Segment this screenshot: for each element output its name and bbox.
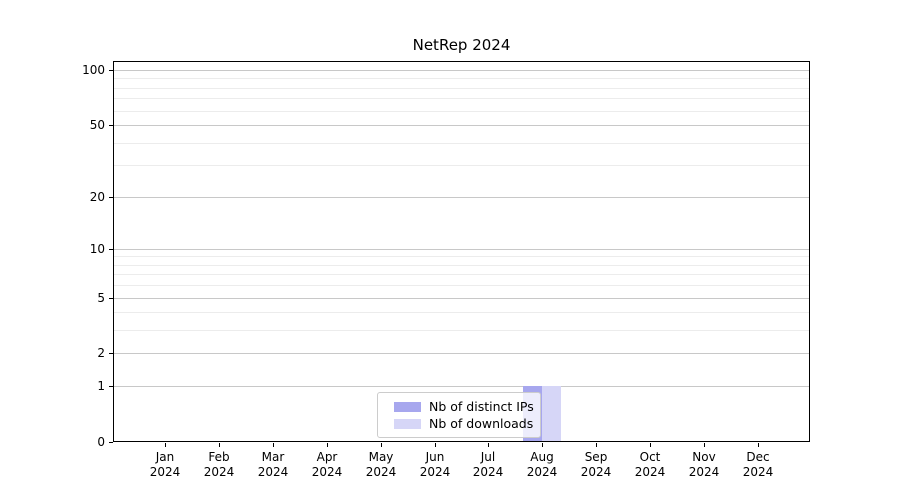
x-tick-month: May: [368, 450, 394, 464]
x-tick-label: Nov 2024: [672, 450, 736, 480]
minor-gridline: [113, 256, 810, 257]
major-gridline: [113, 386, 810, 387]
major-gridline: [113, 249, 810, 250]
x-tick-year: 2024: [580, 465, 612, 479]
y-tick-label: 2: [97, 346, 105, 360]
chart-title: NetRep 2024: [412, 36, 511, 54]
minor-gridline: [113, 78, 810, 79]
y-tick-label: 0: [97, 435, 105, 449]
major-gridline: [113, 70, 810, 71]
x-tick-year: 2024: [149, 465, 181, 479]
y-tick-label: 100: [82, 63, 105, 77]
x-tick-month: Sep: [584, 450, 608, 464]
y-tick-mark: [109, 249, 113, 250]
x-tick-year: 2024: [742, 465, 774, 479]
x-tick-month: Jul: [480, 450, 496, 464]
x-tick-year: 2024: [526, 465, 558, 479]
y-tick-mark: [109, 70, 113, 71]
minor-gridline: [113, 312, 810, 313]
y-tick-mark: [109, 353, 113, 354]
x-tick-mark: [219, 443, 220, 447]
bar-downloads: [542, 386, 561, 442]
y-tick-mark: [109, 298, 113, 299]
x-tick-mark: [165, 443, 166, 447]
x-tick-mark: [596, 443, 597, 447]
bars-layer: [113, 61, 810, 442]
minor-gridline: [113, 165, 810, 166]
x-tick-month: Jan: [155, 450, 175, 464]
minor-gridline: [113, 274, 810, 275]
x-tick-mark: [273, 443, 274, 447]
x-tick-mark: [488, 443, 489, 447]
y-tick-label: 1: [97, 379, 105, 393]
x-tick-mark: [650, 443, 651, 447]
y-tick-label: 50: [89, 118, 105, 132]
legend-swatch: [394, 401, 421, 412]
major-gridline: [113, 197, 810, 198]
legend: Nb of distinct IPs Nb of downloads: [377, 392, 541, 438]
x-tick-label: Jun 2024: [403, 450, 467, 480]
legend-label: Nb of downloads: [429, 415, 534, 431]
x-tick-label: Feb 2024: [187, 450, 251, 480]
x-tick-label: Dec 2024: [726, 450, 790, 480]
x-tick-month: Feb: [208, 450, 230, 464]
x-tick-mark: [542, 443, 543, 447]
x-tick-year: 2024: [634, 465, 666, 479]
x-tick-label: Apr 2024: [295, 450, 359, 480]
minor-gridline: [113, 330, 810, 331]
y-tick-label: 10: [89, 242, 105, 256]
x-tick-month: Mar: [261, 450, 285, 464]
x-tick-label: Jul 2024: [456, 450, 520, 480]
x-tick-year: 2024: [419, 465, 451, 479]
legend-items: Nb of distinct IPs Nb of downloads: [394, 398, 540, 432]
y-tick-mark: [109, 125, 113, 126]
x-tick-month: Jun: [425, 450, 445, 464]
gridlines-layer: [113, 61, 810, 442]
x-tick-label: Oct 2024: [618, 450, 682, 480]
x-tick-year: 2024: [472, 465, 504, 479]
x-tick-year: 2024: [311, 465, 343, 479]
legend-swatch: [394, 418, 421, 429]
x-tick-mark: [704, 443, 705, 447]
x-tick-label: May 2024: [349, 450, 413, 480]
x-tick-mark: [327, 443, 328, 447]
x-tick-month: Nov: [692, 450, 716, 464]
y-tick-mark: [109, 442, 113, 443]
minor-gridline: [113, 143, 810, 144]
major-gridline: [113, 298, 810, 299]
x-tick-month: Apr: [316, 450, 338, 464]
legend-row: Nb of downloads: [394, 415, 540, 432]
minor-gridline: [113, 285, 810, 286]
legend-row: Nb of distinct IPs: [394, 398, 540, 415]
minor-gridline: [113, 98, 810, 99]
major-gridline: [113, 353, 810, 354]
x-tick-year: 2024: [688, 465, 720, 479]
x-tick-month: Dec: [746, 450, 770, 464]
y-tick-mark: [109, 197, 113, 198]
x-tick-mark: [435, 443, 436, 447]
x-tick-year: 2024: [365, 465, 397, 479]
x-tick-label: Aug 2024: [510, 450, 574, 480]
plot-area: [113, 61, 810, 442]
x-tick-label: Sep 2024: [564, 450, 628, 480]
x-tick-mark: [381, 443, 382, 447]
minor-gridline: [113, 265, 810, 266]
x-tick-month: Oct: [639, 450, 661, 464]
minor-gridline: [113, 88, 810, 89]
y-tick-label: 20: [89, 190, 105, 204]
x-tick-month: Aug: [530, 450, 554, 464]
x-tick-year: 2024: [203, 465, 235, 479]
x-tick-label: Jan 2024: [133, 450, 197, 480]
y-tick-label: 5: [97, 291, 105, 305]
x-tick-mark: [758, 443, 759, 447]
x-tick-year: 2024: [257, 465, 289, 479]
minor-gridline: [113, 111, 810, 112]
y-tick-mark: [109, 386, 113, 387]
major-gridline: [113, 125, 810, 126]
x-tick-label: Mar 2024: [241, 450, 305, 480]
legend-label: Nb of distinct IPs: [429, 398, 534, 414]
